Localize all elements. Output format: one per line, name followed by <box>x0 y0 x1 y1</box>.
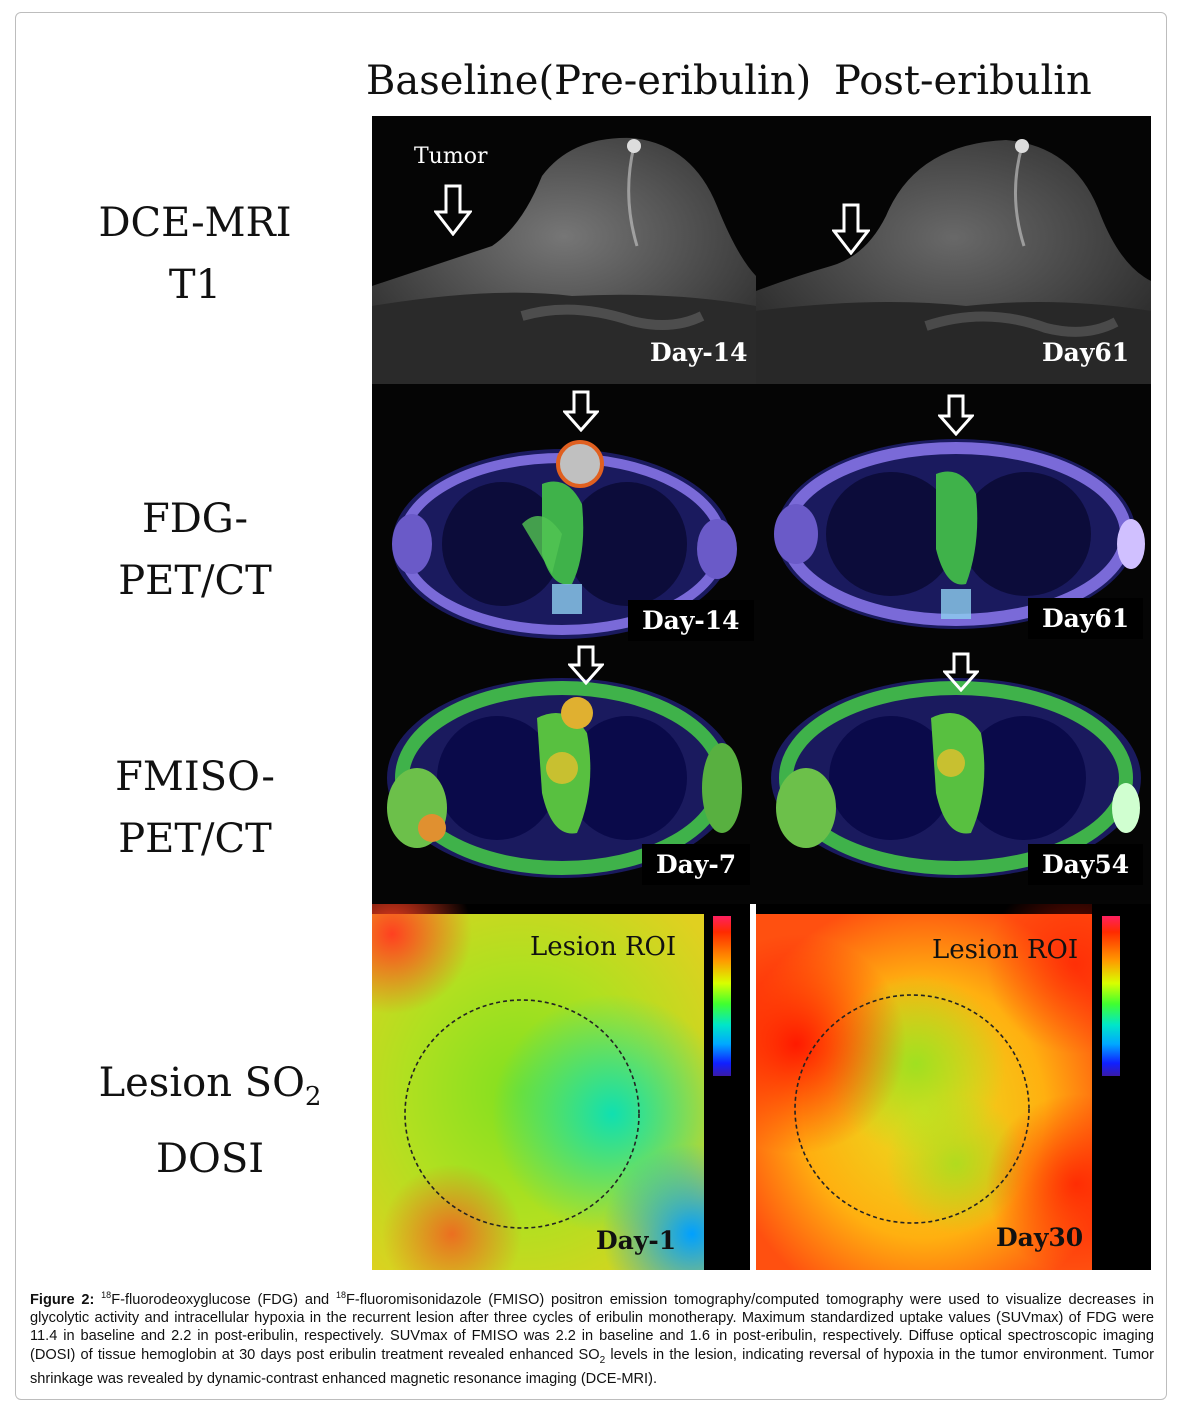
caption-sub: 2 <box>599 1354 606 1366</box>
row-label-fmiso: FMISO- PET/CT <box>60 746 330 870</box>
column-title-post: Post-eribulin <box>834 58 1092 104</box>
row-label-mri-line1: DCE-MRI <box>98 200 292 246</box>
arrow-down-icon <box>434 184 472 236</box>
row-label-dosi-line1: Lesion SO2 <box>75 1052 345 1128</box>
row-label-fmiso-line2: PET/CT <box>118 816 272 862</box>
caption-sup-1: 18 <box>101 1290 112 1300</box>
figure-caption: Figure 2: 18F-fluorodeoxyglucose (FDG) a… <box>30 1286 1154 1388</box>
row-label-fdg-line1: FDG- <box>141 496 249 542</box>
day-label-fmiso-post: Day54 <box>1028 844 1144 885</box>
dosi-baseline-map <box>372 904 750 1270</box>
colorbar-post <box>1102 916 1120 1076</box>
row-label-fdg: FDG- PET/CT <box>60 488 330 612</box>
row-label-mri-line2: T1 <box>168 262 222 308</box>
row-label-dosi-sub: 2 <box>304 1082 322 1112</box>
roi-label-post: Lesion ROI <box>932 935 1079 965</box>
row-label-dosi-line2: DOSI <box>155 1136 265 1182</box>
day-label-dosi-post: Day30 <box>996 1223 1084 1252</box>
row-label-mri: DCE-MRI T1 <box>60 192 330 316</box>
fdg-post-image <box>756 384 1151 648</box>
day-label-mri-baseline: Day-14 <box>650 338 748 367</box>
day-label-dosi-baseline: Day-1 <box>596 1226 677 1255</box>
caption-part3: levels in the lesion, indicating reversa… <box>30 1346 1154 1387</box>
caption-part1: F-fluorodeoxyglucose (FDG) and <box>111 1291 336 1308</box>
mri-baseline-image <box>372 116 756 384</box>
caption-sup-2: 18 <box>335 1290 346 1300</box>
row-label-fdg-line2: PET/CT <box>118 558 272 604</box>
caption-label: Figure 2: <box>30 1291 95 1308</box>
mri-post-image <box>756 116 1151 384</box>
day-label-fmiso-baseline: Day-7 <box>642 844 751 885</box>
arrow-down-icon <box>568 645 604 685</box>
roi-label-baseline: Lesion ROI <box>530 932 677 962</box>
tumor-label: Tumor <box>414 144 488 169</box>
arrow-down-icon <box>832 203 870 255</box>
fmiso-post-image <box>756 648 1151 904</box>
arrow-down-icon <box>938 394 974 436</box>
day-label-fdg-baseline: Day-14 <box>628 600 754 641</box>
row-label-dosi-text: Lesion SO <box>98 1060 305 1106</box>
colorbar-baseline <box>713 916 731 1076</box>
column-title-baseline: Baseline(Pre-eribulin) <box>366 58 812 104</box>
row-label-dosi: Lesion SO2 DOSI <box>75 1052 345 1190</box>
arrow-down-icon <box>563 390 599 432</box>
dosi-post-map <box>756 904 1151 1270</box>
day-label-mri-post: Day61 <box>1042 338 1130 367</box>
row-label-fmiso-line1: FMISO- <box>115 754 275 800</box>
day-label-fdg-post: Day61 <box>1028 598 1144 639</box>
caption-part2: F-fluoromisonidazole (FMISO) positron em… <box>30 1291 1155 1363</box>
arrow-down-icon <box>943 652 979 692</box>
